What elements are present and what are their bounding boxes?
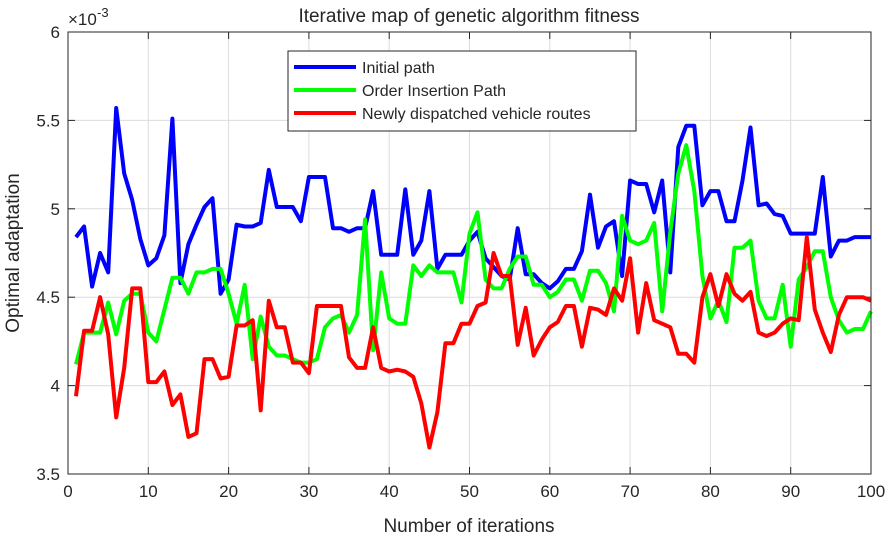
x-axis-label: Number of iterations [383,516,554,537]
legend: Initial path Order Insertion Path Newly di… [287,50,637,132]
x-tick-label: 90 [781,482,800,501]
y-tick-label: 6 [51,23,60,42]
y-tick-label: 3.5 [36,465,60,484]
x-tick-label: 80 [701,482,720,501]
series-line-1 [74,143,873,365]
series-lines [74,106,873,450]
series-line-2 [74,235,872,450]
x-tick-label: 0 [63,482,72,501]
x-tick-label: 10 [139,482,158,501]
y-exponent: ×10 -3 [68,5,109,29]
y-exponent-power: -3 [97,5,109,20]
x-tick-label: 30 [299,482,318,501]
x-tick-label: 50 [460,482,479,501]
chart-title: Iterative map of genetic algorithm fitne… [298,6,639,27]
series-line-0 [74,106,871,296]
y-tick-label: 5.5 [36,111,60,130]
y-axis-label: Optimal adaptation [3,173,24,333]
legend-label-1: Order Insertion Path [362,83,506,100]
x-tick-label: 60 [540,482,559,501]
x-tick-label: 40 [380,482,399,501]
legend-label-2: Newly dispatched vehicle routes [362,106,591,123]
x-tick-label: 100 [857,482,885,501]
y-exponent-base: ×10 [68,10,97,29]
legend-label-0: Initial path [362,60,435,77]
plot-frame [67,31,872,475]
y-tick-label: 5 [51,200,60,219]
y-tick-label: 4 [51,377,60,396]
x-tick-label: 20 [219,482,238,501]
x-tick-label: 70 [621,482,640,501]
y-tick-label: 4.5 [36,288,60,307]
